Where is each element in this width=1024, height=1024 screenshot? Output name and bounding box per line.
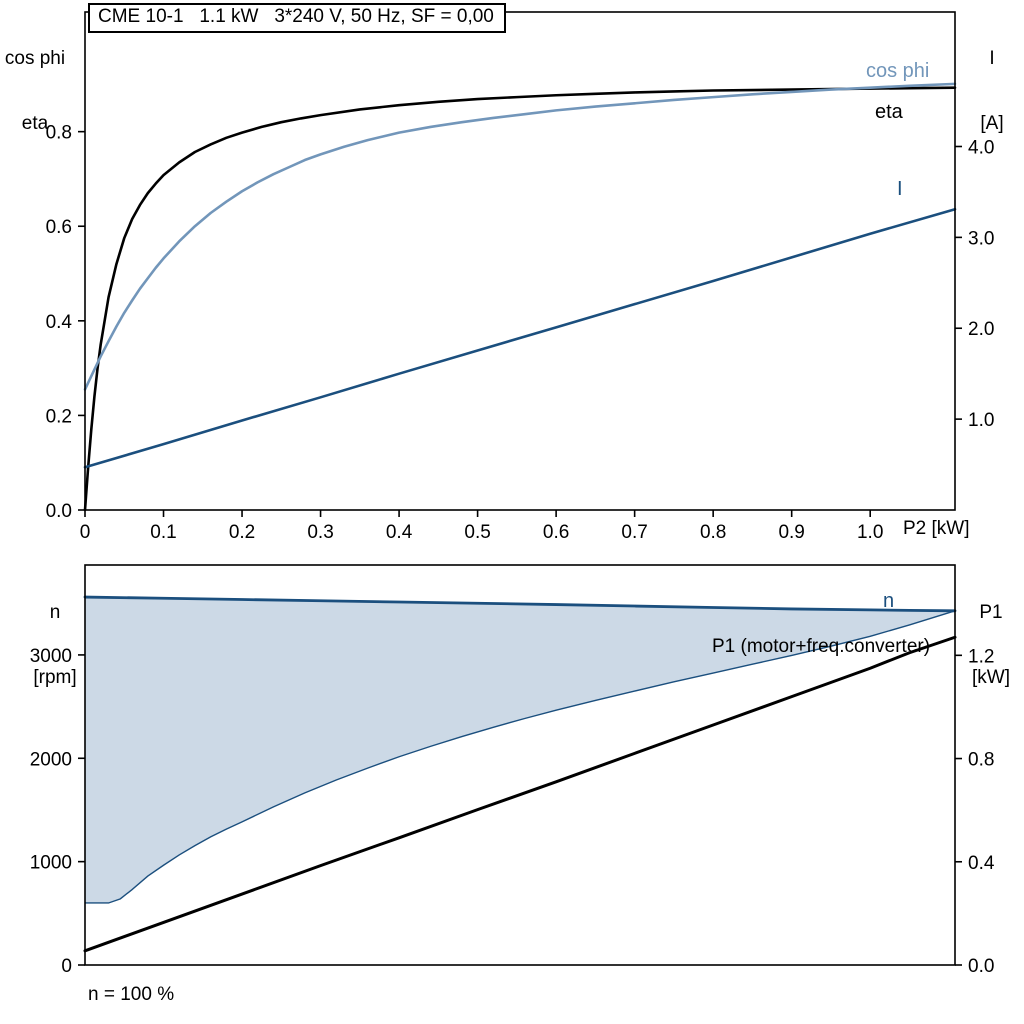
y-left-tick-label: 0.0 <box>46 501 72 522</box>
y-right-tick-label: 2.0 <box>968 319 994 340</box>
x-tick-label: 0.4 <box>386 522 413 543</box>
plot-frame-bottom <box>84 564 956 966</box>
x-tick-label: 0.2 <box>229 522 255 543</box>
x-tick-label: 1.0 <box>857 522 883 543</box>
n-100-percent-annotation: n = 100 % <box>88 984 175 1005</box>
y-left-tick-label: 0.4 <box>46 312 73 333</box>
y-left-tick-label: 3000 <box>30 646 72 667</box>
axis-title-p1-unit: [kW] <box>972 667 1010 689</box>
x-tick-label: 0.7 <box>621 522 647 543</box>
x-tick-label: 0.3 <box>307 522 333 543</box>
chart-top: 0 0.1 0.2 0.3 0.4 0.5 0.6 0.7 0.8 0.9 1.0 0.0 0.2 0.4… <box>46 11 994 543</box>
top-chart-right-axis-title: I [A] <box>966 4 1018 179</box>
x-tick-label: 0.1 <box>150 522 176 543</box>
y-right-tick-label: 0.4 <box>968 853 995 874</box>
y-left-tick-label: 2000 <box>30 749 72 770</box>
plot-frame-top <box>84 11 956 511</box>
top-chart-x-axis-title: P2 [kW] <box>903 518 970 539</box>
x-tick-label: 0.5 <box>464 522 490 543</box>
chart-bottom: 0 1000 2000 3000 0.0 0.4 0.8 1.2 <box>30 564 995 977</box>
axis-title-current: I <box>989 47 995 69</box>
y-left-tick-label: 1000 <box>30 853 72 874</box>
y-right-tick-label: 4.0 <box>968 137 994 158</box>
eta-curve-label: eta <box>875 101 903 123</box>
top-chart-left-axis-title: cos phi eta <box>2 4 68 179</box>
axis-title-p1: P1 <box>979 601 1003 623</box>
chart-title-box: CME 10-1 1.1 kW 3*240 V, 50 Hz, SF = 0,0… <box>88 3 506 33</box>
x-tick-label: 0.6 <box>543 522 569 543</box>
axis-title-speed-unit: [rpm] <box>33 667 77 689</box>
x-tick-label: 0.9 <box>778 522 804 543</box>
y-left-tick-label: 0.8 <box>46 123 72 144</box>
y-left-tick-label: 0.2 <box>46 406 72 427</box>
x-tick-label: 0 <box>80 522 91 543</box>
speed-range-lower-boundary <box>85 610 956 904</box>
cos-phi-curve-label: cos phi <box>866 60 930 82</box>
axis-title-speed: n <box>49 601 61 623</box>
axis-title-cos-phi: cos phi <box>4 47 66 69</box>
curve-I <box>83 207 957 469</box>
axis-title-current-unit: [A] <box>980 113 1004 135</box>
p1-curve-label: P1 (motor+freq.converter) <box>712 636 931 657</box>
current-curve-label: I <box>897 178 903 200</box>
speed-curve-label: n <box>883 590 895 612</box>
speed-range-area <box>85 597 955 903</box>
bottom-chart-left-axis-title: n [rpm] <box>26 558 84 733</box>
curve-P1 <box>83 635 957 953</box>
y-left-tick-label: 0 <box>61 956 72 977</box>
axis-title-eta: eta <box>21 113 49 135</box>
curve-n <box>83 595 957 613</box>
y-right-tick-label: 1.2 <box>968 646 994 667</box>
bottom-chart-right-axis-title: P1 [kW] <box>962 558 1020 733</box>
curve-eta <box>83 86 957 512</box>
y-right-tick-label: 1.0 <box>968 410 994 431</box>
y-left-tick-label: 0.6 <box>46 217 72 238</box>
x-tick-label: 0.8 <box>700 522 726 543</box>
curve-cos-phi <box>83 82 957 391</box>
y-right-tick-label: 0.0 <box>968 956 994 977</box>
y-right-tick-label: 0.8 <box>968 750 994 771</box>
y-right-tick-label: 3.0 <box>968 228 994 249</box>
